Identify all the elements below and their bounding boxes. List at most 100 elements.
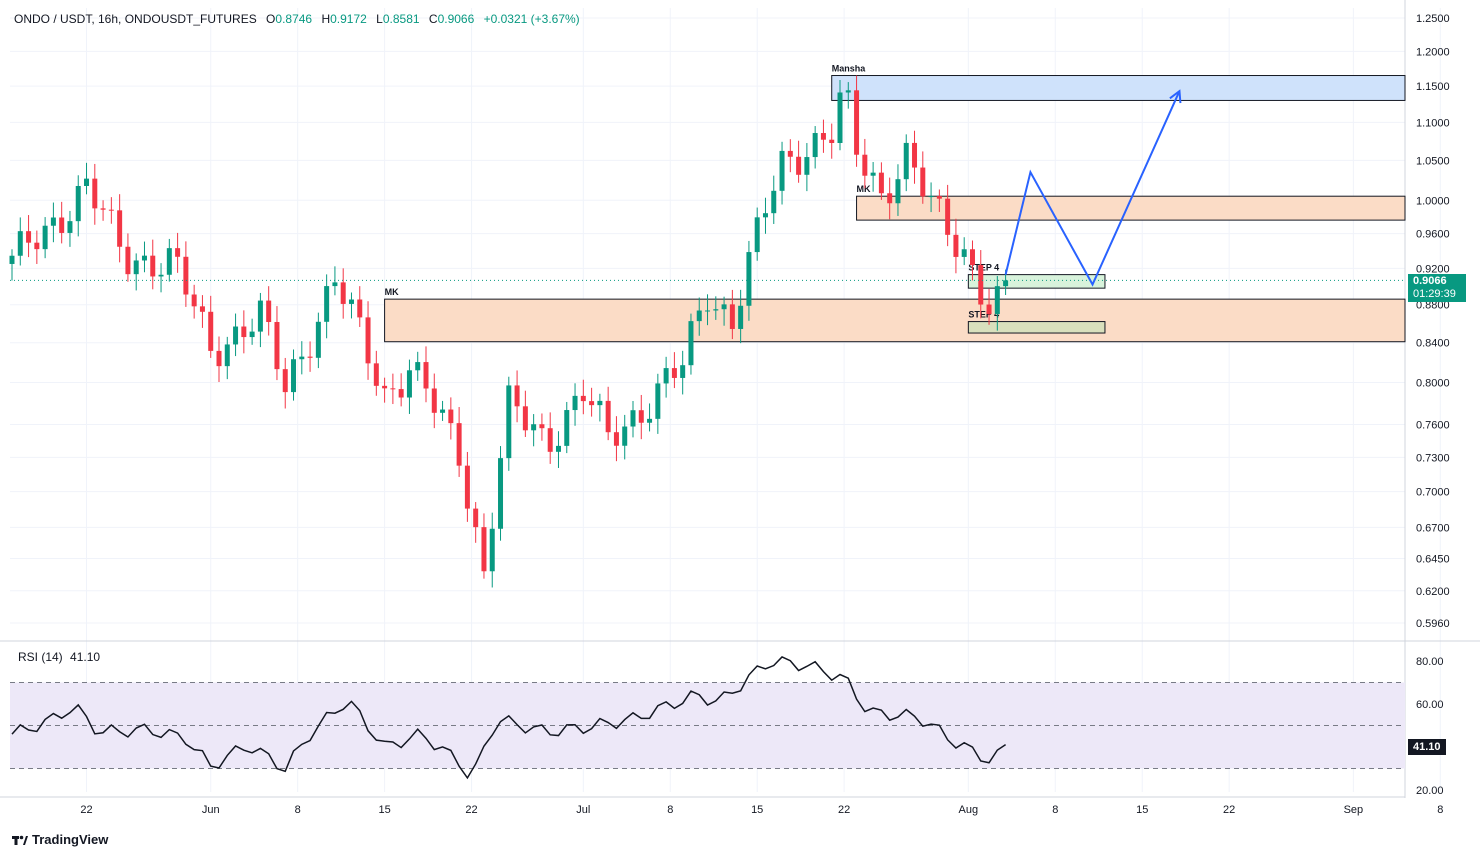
candle-body [812,133,818,158]
candle-body [762,213,768,218]
rsi-value-tag: 41.10 [1408,739,1446,755]
price-tick-label: 1.0500 [1416,155,1450,167]
candle-body [224,344,230,367]
candle-body [945,198,951,235]
candle-body [969,249,975,266]
candle-body [249,331,255,338]
candle-body [506,385,512,459]
candle-body [365,317,371,364]
zone-box [831,75,1406,101]
zone-label: STEP 4 [968,310,999,320]
low-value: 0.8581 [382,12,420,26]
candle-body [34,242,40,250]
price-tick-label: 0.9600 [1416,229,1450,241]
candle-body [373,363,379,386]
zone-label: Mansha [832,64,867,74]
candle-body [870,172,876,176]
candle-body [804,157,810,175]
time-tick-label: Aug [959,804,979,816]
price-tick-label: 1.2000 [1416,46,1450,58]
time-tick-label: 15 [378,804,390,816]
zone-box [967,274,1106,289]
last-price-value: 0.9066 [1413,275,1447,287]
candle-body [307,356,313,358]
candle-body [605,400,611,433]
price-tick-label: 0.6700 [1416,522,1450,534]
time-tick-label: Sep [1344,804,1364,816]
candle-body [994,286,1000,315]
candle-body [406,370,412,398]
candle-body [837,92,843,143]
candle-body [59,217,65,233]
rsi-line [11,656,1007,780]
symbol-legend: ONDO / USDT, 16h, ONDOUSDT_FUTURES O0.87… [14,12,580,26]
zone-label: MK [857,184,871,194]
candle-body [845,90,851,93]
candle-body [887,193,893,204]
candle-body [647,418,653,423]
candle-body [17,231,23,256]
candle-body [208,311,214,351]
candle-body [166,248,172,275]
candle-body [514,385,520,407]
candle-body [638,410,644,423]
candle-body [315,321,321,358]
candle-body [978,265,984,305]
candle-body [257,300,263,332]
candle-body [547,428,553,452]
candle-body [688,321,694,366]
candle-body [928,196,934,198]
candle-body [738,305,744,329]
candle-body [100,208,106,210]
candle-body [125,246,131,275]
candle-body [440,409,446,413]
candle-body [473,508,479,528]
time-tick-label: 22 [80,804,92,816]
time-tick-label: 8 [667,804,673,816]
candle-body [158,274,164,277]
candle-body [26,231,32,243]
rsi-name: RSI (14) [18,650,63,664]
candle-body [555,445,561,452]
price-tick-label: 1.1500 [1416,81,1450,93]
candle-body [862,154,868,176]
candle-body [348,299,354,304]
price-tick-label: 0.6450 [1416,553,1450,565]
candle-body [67,221,73,233]
candle-body [423,362,429,389]
candle-body [324,286,330,322]
zone-box [967,321,1106,334]
candle-body [589,401,595,406]
candle-body [150,255,156,277]
price-tick-label: 0.9200 [1416,263,1450,275]
candle-body [953,234,959,257]
time-tick-label: 15 [751,804,763,816]
candle-body [175,248,181,257]
high-label: H [321,12,331,26]
price-tick-label: 1.0000 [1416,195,1450,207]
candle-body [936,196,942,199]
candle-body [357,299,363,318]
tradingview-brand[interactable]: TradingView [12,832,108,847]
time-tick-label: 8 [1052,804,1058,816]
candle-body [183,256,189,295]
close-value: 0.9066 [437,12,475,26]
change-value: +0.0321 (+3.67%) [483,12,580,26]
candle-body [282,369,288,393]
candle-body [390,388,396,390]
candle-body [663,368,669,384]
candle-body [340,282,346,304]
candle-body [705,310,711,312]
candle-body [820,133,826,140]
candle-body [878,172,884,194]
candle-body [746,252,752,306]
candle-body [84,178,90,186]
candle-body [42,225,48,250]
candle-body [133,260,139,275]
candle-body [498,458,504,529]
price-tick-label: 0.8000 [1416,378,1450,390]
candle-body [986,304,992,315]
candle-body [729,304,735,329]
